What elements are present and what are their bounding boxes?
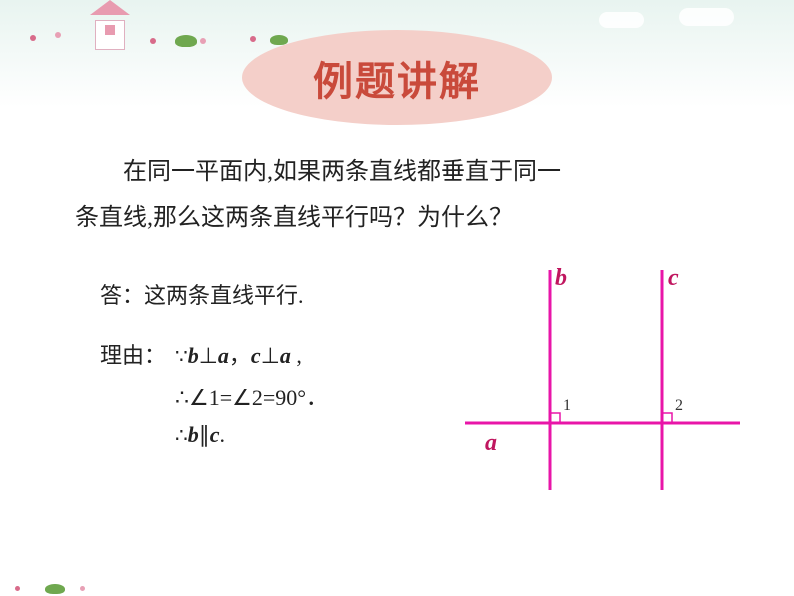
- geometry-diagram: b c a 1 2: [450, 255, 750, 505]
- bottom-decoration: [0, 576, 794, 596]
- flower-icon: [30, 35, 36, 41]
- diagram-label-1: 1: [563, 397, 571, 415]
- diagram-label-2: 2: [675, 397, 683, 415]
- problem-text: 在同一平面内,如果两条直线都垂直于同一 条直线,那么这两条直线平行吗？为什么？: [75, 150, 715, 241]
- slide-title: 例题讲解: [313, 49, 481, 107]
- cloud-icon: [599, 12, 644, 28]
- diagram-label-a: a: [485, 430, 497, 457]
- diagram-label-c: c: [668, 265, 679, 292]
- cloud-icon: [679, 8, 734, 26]
- flower-icon: [80, 586, 85, 591]
- reason-label: 理由：: [100, 338, 166, 370]
- reason-line-2: ∴∠1=∠2=90°．: [175, 380, 328, 412]
- reason-line-3: ∴b∥c.: [175, 422, 225, 448]
- bush-icon: [45, 584, 65, 594]
- diagram-label-b: b: [555, 265, 567, 292]
- flower-icon: [150, 38, 156, 44]
- diagram-svg: [450, 255, 750, 505]
- house-icon: [85, 0, 135, 50]
- flower-icon: [250, 36, 256, 42]
- reason-line-1: ∵b⊥a，c⊥a ,: [175, 338, 302, 370]
- answer-text: 答：这两条直线平行.: [100, 278, 304, 310]
- problem-line-2: 条直线,那么这两条直线平行吗？为什么？: [75, 196, 715, 242]
- flower-icon: [200, 38, 206, 44]
- flower-icon: [15, 586, 20, 591]
- problem-line-1: 在同一平面内,如果两条直线都垂直于同一: [75, 150, 715, 196]
- title-container: 例题讲解: [242, 30, 552, 125]
- flower-icon: [55, 32, 61, 38]
- bush-icon: [175, 35, 197, 47]
